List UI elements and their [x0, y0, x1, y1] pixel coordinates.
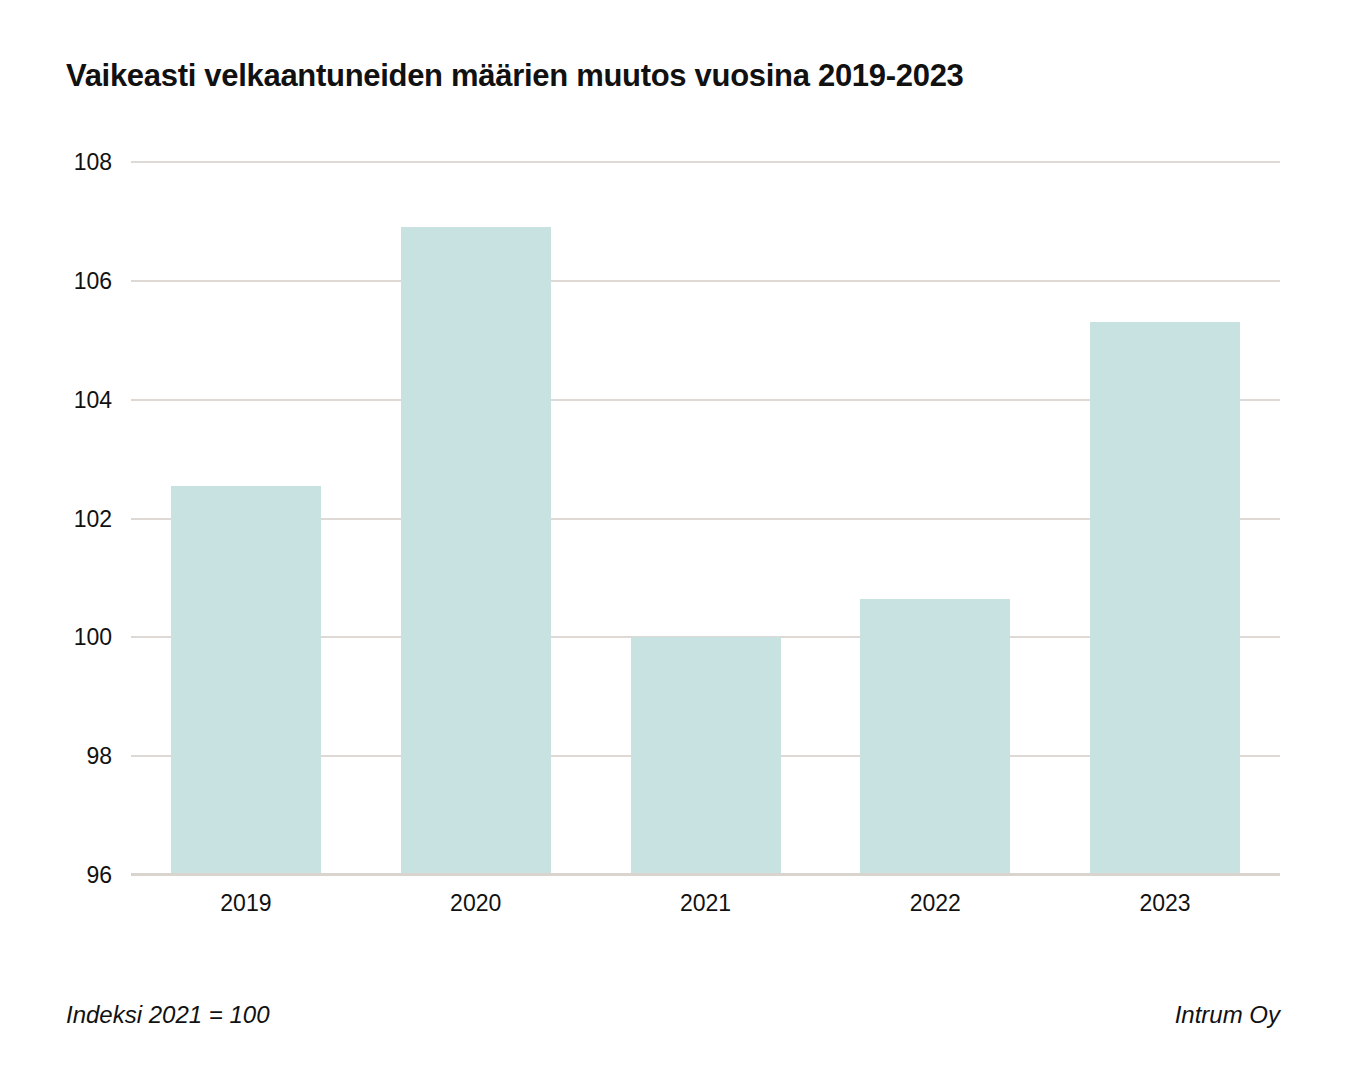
x-axis-line: [131, 873, 1280, 876]
bar-2021: [631, 637, 781, 875]
gridline-106: [131, 280, 1280, 282]
bar-2019: [171, 486, 321, 875]
plot-area: [131, 162, 1280, 875]
x-tick-label: 2023: [1090, 890, 1240, 918]
y-tick-label: 102: [74, 507, 112, 530]
y-tick-label: 108: [74, 151, 112, 174]
chart-canvas: Vaikeasti velkaantuneiden määrien muutos…: [0, 0, 1350, 1080]
y-tick-label: 96: [86, 864, 112, 887]
y-axis-labels: 1081061041021009896: [36, 162, 112, 875]
y-tick-label: 100: [74, 626, 112, 649]
bar-2022: [860, 599, 1010, 875]
bar-2020: [401, 227, 551, 875]
x-tick-label: 2020: [401, 890, 551, 918]
chart-title: Vaikeasti velkaantuneiden määrien muutos…: [66, 58, 964, 94]
y-tick-label: 98: [86, 745, 112, 768]
bar-2023: [1090, 322, 1240, 875]
x-tick-label: 2021: [631, 890, 781, 918]
y-tick-label: 106: [74, 269, 112, 292]
y-tick-label: 104: [74, 388, 112, 411]
x-tick-label: 2022: [860, 890, 1010, 918]
index-footnote: Indeksi 2021 = 100: [66, 1001, 270, 1030]
gridline-108: [131, 161, 1280, 163]
source-label: Intrum Oy: [1175, 1001, 1280, 1030]
x-axis-labels: 2019 2020 2021 2022 2023: [131, 890, 1280, 920]
x-tick-label: 2019: [171, 890, 321, 918]
